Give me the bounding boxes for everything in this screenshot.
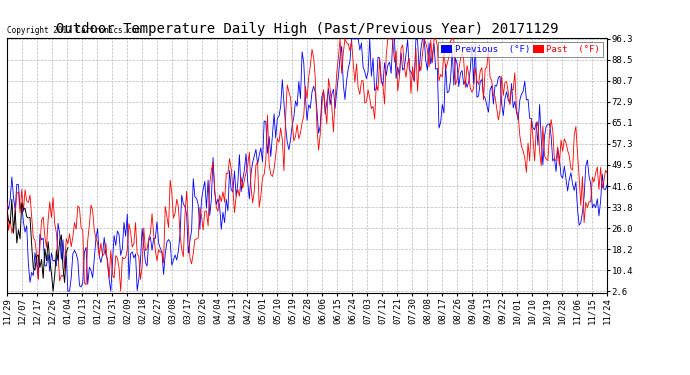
Title: Outdoor Temperature Daily High (Past/Previous Year) 20171129: Outdoor Temperature Daily High (Past/Pre…: [56, 22, 558, 36]
Legend: Previous  (°F), Past  (°F): Previous (°F), Past (°F): [438, 42, 602, 57]
Text: Copyright 2017 Cartronics.com: Copyright 2017 Cartronics.com: [7, 26, 141, 35]
